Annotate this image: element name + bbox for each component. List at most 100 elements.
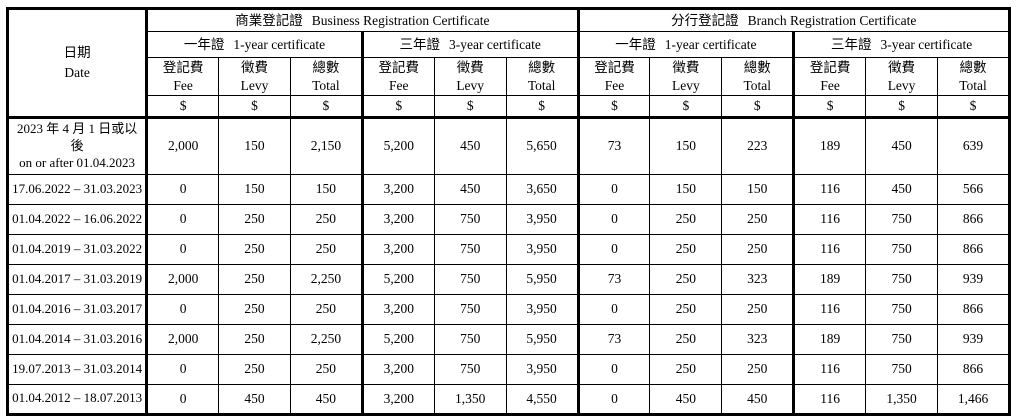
currency-sign: $ — [792, 95, 867, 118]
fee-column-header: 登記費 Fee — [576, 56, 651, 97]
currency-sign: $ — [505, 95, 579, 118]
levy-cell: 450 — [865, 116, 939, 175]
currency-sign: $ — [289, 95, 363, 118]
total-cell: 4,550 — [505, 383, 579, 415]
total-cell: 3,650 — [505, 173, 579, 205]
levy-cell: 250 — [218, 263, 291, 295]
total-column-header: 總數 Total — [289, 56, 363, 97]
fee-cell: 116 — [792, 383, 867, 415]
total-cell: 5,650 — [505, 116, 579, 175]
levy-cell: 250 — [218, 233, 291, 265]
currency-sign: $ — [937, 95, 1010, 118]
total-column-header: 總數 Total — [505, 56, 579, 97]
fee-cell: 0 — [145, 203, 220, 235]
total-cell: 866 — [937, 203, 1010, 235]
fee-cell: 189 — [792, 323, 867, 355]
fee-column-header: 登記費 Fee — [360, 56, 435, 97]
levy-cell: 250 — [649, 203, 723, 235]
fee-cell: 2,000 — [145, 116, 220, 175]
business-3year-header: 三年證 3-year certificate — [360, 31, 579, 58]
total-cell: 2,250 — [289, 263, 363, 295]
total-cell: 250 — [289, 233, 363, 265]
fee-cell: 3,200 — [360, 293, 435, 325]
currency-sign: $ — [145, 95, 220, 118]
total-cell: 939 — [937, 263, 1010, 295]
fee-cell: 3,200 — [360, 233, 435, 265]
date-range-cell: 2023 年 4 月 1 日或以後 on or after 01.04.2023 — [6, 116, 148, 175]
fee-cell: 0 — [145, 233, 220, 265]
fee-cell: 73 — [576, 263, 651, 295]
total-cell: 2,250 — [289, 323, 363, 355]
fee-cell: 3,200 — [360, 383, 435, 415]
levy-cell: 450 — [649, 383, 723, 415]
total-cell: 3,950 — [505, 353, 579, 385]
total-cell: 250 — [721, 353, 795, 385]
total-cell: 450 — [721, 383, 795, 415]
total-column-header: 總數 Total — [721, 56, 795, 97]
levy-cell: 250 — [218, 353, 291, 385]
date-range-cell: 01.04.2022 – 16.06.2022 — [6, 203, 148, 235]
date-column-header: 日期 Date — [6, 8, 148, 118]
total-cell: 3,950 — [505, 233, 579, 265]
fee-cell: 3,200 — [360, 173, 435, 205]
fee-cell: 189 — [792, 116, 867, 175]
fee-cell: 5,200 — [360, 116, 435, 175]
date-range-cell: 01.04.2019 – 31.03.2022 — [6, 233, 148, 265]
total-cell: 939 — [937, 323, 1010, 355]
total-cell: 3,950 — [505, 203, 579, 235]
fee-column-header: 登記費 Fee — [145, 56, 220, 97]
table-row: 01.04.2012 – 18.07.2013 0 450 450 3,200 … — [6, 383, 1010, 415]
table-row: 2023 年 4 月 1 日或以後 on or after 01.04.2023… — [6, 116, 1010, 175]
fee-cell: 5,200 — [360, 323, 435, 355]
levy-cell: 1,350 — [865, 383, 939, 415]
total-cell: 3,950 — [505, 293, 579, 325]
total-cell: 250 — [721, 293, 795, 325]
total-cell: 866 — [937, 353, 1010, 385]
levy-column-header: 徵費 Levy — [433, 56, 507, 97]
section-header-row: 日期 Date 商業登記證 Business Registration Certi… — [6, 8, 1011, 118]
levy-cell: 750 — [865, 263, 939, 295]
levy-cell: 750 — [433, 263, 507, 295]
levy-cell: 750 — [865, 203, 939, 235]
business-label-en: Business Registration Certificate — [311, 12, 490, 28]
total-cell: 566 — [937, 173, 1010, 205]
table-body: 2023 年 4 月 1 日或以後 on or after 01.04.2023… — [6, 116, 1010, 415]
table-row: 01.04.2022 – 16.06.2022 0 250 250 3,200 … — [6, 203, 1010, 235]
currency-sign: $ — [721, 95, 795, 118]
levy-cell: 750 — [865, 323, 939, 355]
fee-cell: 0 — [576, 353, 651, 385]
total-cell: 250 — [289, 203, 363, 235]
levy-cell: 750 — [433, 353, 507, 385]
levy-cell: 250 — [649, 353, 723, 385]
levy-cell: 150 — [649, 173, 723, 205]
levy-cell: 750 — [865, 353, 939, 385]
levy-cell: 250 — [649, 323, 723, 355]
fee-cell: 116 — [792, 203, 867, 235]
fee-cell: 0 — [576, 203, 651, 235]
total-column-header: 總數 Total — [937, 56, 1010, 97]
fee-cell: 116 — [792, 353, 867, 385]
branch-label-zh: 分行登記證 — [671, 12, 739, 28]
total-cell: 250 — [289, 353, 363, 385]
total-cell: 866 — [937, 293, 1010, 325]
registration-fee-table: 日期 Date 商業登記證 Business Registration Certi… — [6, 7, 1011, 416]
total-cell: 5,950 — [505, 263, 579, 295]
currency-row: $ $ $ $ $ $ $ $ $ $ $ $ — [8, 95, 1010, 118]
fee-cell: 5,200 — [360, 263, 435, 295]
fee-cell: 0 — [576, 173, 651, 205]
levy-cell: 750 — [433, 293, 507, 325]
currency-sign: $ — [360, 95, 435, 118]
fee-cell: 0 — [576, 293, 651, 325]
levy-cell: 450 — [433, 173, 507, 205]
fee-cell: 3,200 — [360, 353, 435, 385]
levy-cell: 450 — [218, 383, 291, 415]
branch-label-en: Branch Registration Certificate — [747, 12, 917, 28]
levy-cell: 450 — [865, 173, 939, 205]
currency-sign: $ — [433, 95, 507, 118]
date-range-cell: 01.04.2012 – 18.07.2013 — [6, 383, 148, 415]
fee-cell: 0 — [576, 383, 651, 415]
levy-cell: 750 — [865, 233, 939, 265]
total-cell: 250 — [721, 233, 795, 265]
levy-cell: 250 — [649, 293, 723, 325]
levy-cell: 150 — [649, 116, 723, 175]
